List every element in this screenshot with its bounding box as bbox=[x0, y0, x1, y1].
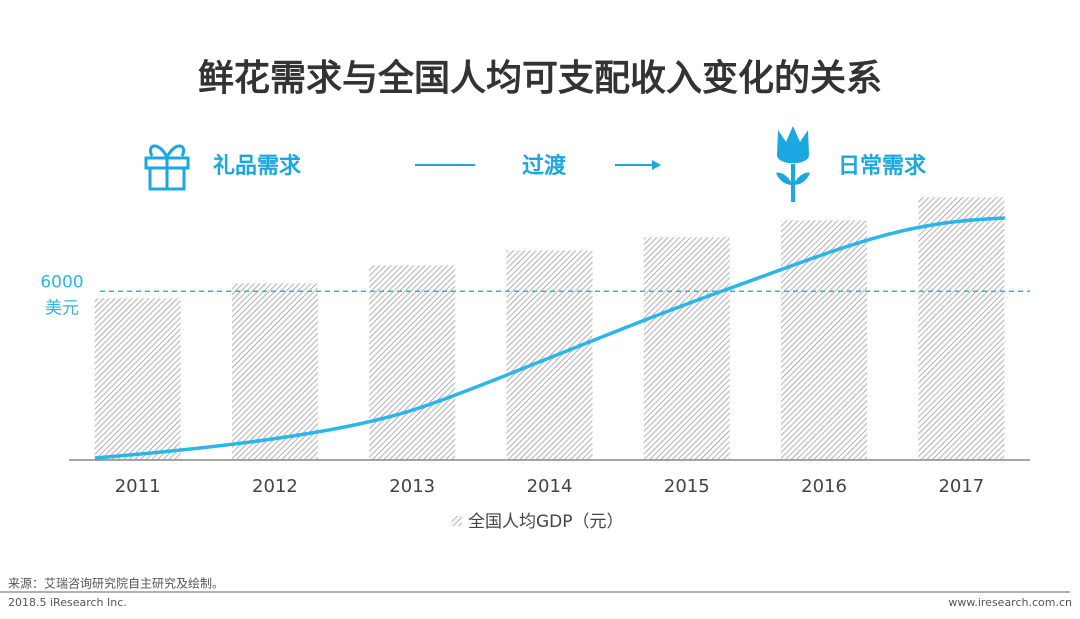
x-tick-label: 2017 bbox=[938, 476, 984, 497]
legend-label: 全国人均GDP（元） bbox=[468, 512, 624, 532]
x-tick-label: 2012 bbox=[252, 476, 298, 497]
stage-label: 日常需求 bbox=[838, 153, 926, 179]
stage-label: 过渡 bbox=[522, 153, 567, 179]
bar bbox=[918, 197, 1005, 460]
arrow-head bbox=[652, 160, 661, 170]
flower-icon bbox=[776, 126, 810, 202]
reference-label: 6000 bbox=[40, 272, 83, 292]
bar bbox=[781, 220, 868, 460]
bar bbox=[643, 237, 730, 460]
x-tick-label: 2011 bbox=[115, 476, 161, 497]
reference-unit: 美元 bbox=[45, 298, 79, 318]
x-tick-label: 2014 bbox=[527, 476, 573, 497]
plot-area: 2011 2012 2013 2014 2015 2016 2017 6000 美元全国人均GD… bbox=[40, 197, 1030, 532]
trend-curve bbox=[94, 216, 1006, 460]
legend-swatch bbox=[452, 516, 462, 526]
copyright: 2018.5 iResearch Inc. bbox=[8, 596, 127, 609]
x-tick-label: 2016 bbox=[801, 476, 847, 497]
x-tick-label: 2013 bbox=[389, 476, 435, 497]
website: www.iresearch.com.cn bbox=[948, 596, 1072, 609]
bar bbox=[94, 298, 181, 460]
chart-title: 鲜花需求与全国人均可支配收入变化的关系 bbox=[198, 57, 882, 99]
gift-icon bbox=[144, 144, 190, 191]
bar bbox=[506, 250, 593, 460]
stage-label: 礼品需求 bbox=[213, 153, 301, 179]
bar bbox=[369, 265, 456, 460]
x-tick-label: 2015 bbox=[664, 476, 710, 497]
bar bbox=[231, 283, 318, 460]
source-note: 来源：艾瑞咨询研究院自主研究及绘制。 bbox=[8, 576, 224, 591]
